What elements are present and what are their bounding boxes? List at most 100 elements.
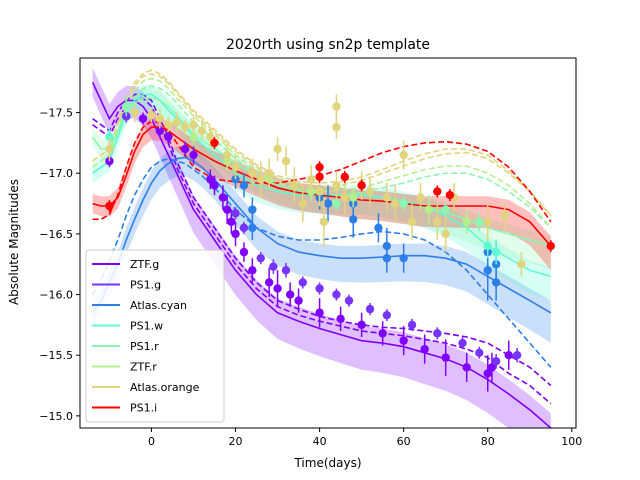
y-tick-label: −17.0 <box>39 167 73 180</box>
data-point-PS1.g-16 <box>491 357 501 366</box>
data-point-Atlas.cyan-13 <box>483 266 492 275</box>
legend-label-ZTF.r: ZTF.r <box>130 361 157 374</box>
dashed-curve-PS1.i-0 <box>92 120 552 223</box>
data-point-ZTF.g-11 <box>227 217 236 226</box>
data-point-Atlas.cyan-15 <box>491 278 501 287</box>
legend-label-PS1.g: PS1.g <box>130 279 161 292</box>
x-tick-label: 40 <box>313 435 327 448</box>
y-axis-label: Absolute Magnitudes <box>7 179 21 305</box>
fit-curve-ZTF.g <box>91 81 552 428</box>
x-tick-label: 100 <box>561 435 582 448</box>
data-point-Atlas.orange-28 <box>382 193 392 202</box>
data-point-PS1.i-7 <box>445 190 455 200</box>
data-point-Atlas.cyan-10 <box>382 253 392 263</box>
chart-title: 2020rth using sn2p template <box>226 37 430 53</box>
data-point-Atlas.cyan-2 <box>248 205 257 214</box>
data-point-Atlas.orange-6 <box>180 122 190 132</box>
data-point-ZTF.g-15 <box>264 278 274 287</box>
data-point-ZTF.g-26 <box>462 363 471 372</box>
data-point-Atlas.orange-29 <box>391 199 400 208</box>
data-point-PS1.r-3 <box>441 205 450 214</box>
data-point-Atlas.orange-14 <box>264 169 274 178</box>
data-point-PS1.g-3 <box>256 253 265 263</box>
x-tick-label: 20 <box>229 435 243 448</box>
data-point-Atlas.orange-16 <box>281 156 291 166</box>
data-point-PS1.r-2 <box>399 199 408 208</box>
data-point-ZTF.g-20 <box>336 314 345 324</box>
data-point-PS1.g-14 <box>458 338 467 348</box>
data-point-PS1.g-4 <box>269 262 278 271</box>
dashed-curve-Atlas.orange-1 <box>92 72 552 217</box>
data-point-PS1.i-3 <box>315 172 324 182</box>
data-point-ZTF.g-12 <box>231 229 240 239</box>
data-point-Atlas.orange-11 <box>231 162 240 172</box>
data-point-Atlas.orange-0 <box>105 144 114 154</box>
data-point-Atlas.orange-31 <box>407 217 417 226</box>
data-point-ZTF.g-14 <box>248 266 257 275</box>
fit-curve-PS1.w <box>92 93 552 278</box>
data-point-Atlas.orange-17 <box>290 181 299 190</box>
data-point-ZTF.g-21 <box>357 320 366 330</box>
data-point-Atlas.orange-13 <box>256 175 265 184</box>
fit-curve-PS1.i <box>92 126 552 247</box>
data-point-ZTF.g-9 <box>218 193 228 202</box>
data-point-PS1.i-4 <box>340 172 350 182</box>
data-point-PS1.w-3 <box>491 247 501 257</box>
data-point-Atlas.cyan-8 <box>374 223 383 233</box>
data-point-ZTF.g-19 <box>315 308 324 317</box>
data-point-PS1.g-2 <box>239 223 249 233</box>
y-tick-label: −16.0 <box>39 289 73 302</box>
data-point-ZTF.g-25 <box>441 353 450 362</box>
data-point-ZTF.g-2 <box>138 114 148 123</box>
data-point-ZTF.g-10 <box>222 205 232 214</box>
data-point-PS1.g-8 <box>332 290 341 299</box>
data-point-Atlas.orange-21 <box>319 217 328 226</box>
data-point-Atlas.orange-20 <box>315 187 324 196</box>
data-point-PS1.i-8 <box>546 241 555 251</box>
data-point-Atlas.orange-22 <box>332 122 341 132</box>
data-point-Atlas.orange-5 <box>172 118 181 127</box>
data-point-Atlas.orange-34 <box>441 229 450 239</box>
data-point-PS1.w-2 <box>483 241 492 251</box>
data-point-ZTF.g-3 <box>155 126 165 135</box>
data-point-ZTF.r-7 <box>462 217 471 226</box>
data-point-ZTF.g-23 <box>399 336 408 345</box>
data-point-PS1.r-4 <box>475 217 484 226</box>
data-point-PS1.g-17 <box>512 351 522 360</box>
data-point-ZTF.g-22 <box>378 329 387 338</box>
data-point-Atlas.cyan-3 <box>248 223 257 233</box>
data-point-Atlas.orange-27 <box>365 187 375 196</box>
fit-curve-Atlas.cyan <box>91 156 552 314</box>
x-tick-label: 60 <box>397 435 411 448</box>
data-point-PS1.g-12 <box>407 320 417 330</box>
data-point-Atlas.orange-25 <box>340 193 350 202</box>
data-point-ZTF.g-28 <box>487 363 497 372</box>
data-point-Atlas.cyan-5 <box>323 199 333 208</box>
x-tick-label: 80 <box>481 435 495 448</box>
data-point-PS1.i-5 <box>357 181 366 190</box>
data-point-ZTF.g-13 <box>239 247 249 257</box>
legend-label-PS1.w: PS1.w <box>130 320 163 333</box>
data-point-Atlas.orange-24 <box>332 181 341 190</box>
data-point-PS1.g-10 <box>365 304 375 314</box>
data-point-Atlas.orange-18 <box>298 199 307 208</box>
data-point-Atlas.orange-8 <box>197 126 207 135</box>
data-point-PS1.g-9 <box>344 296 354 305</box>
data-point-ZTF.r-4 <box>349 193 358 202</box>
data-point-Atlas.cyan-11 <box>399 253 408 263</box>
data-point-Atlas.orange-4 <box>164 120 173 129</box>
data-point-Atlas.orange-12 <box>248 169 257 178</box>
legend-label-Atlas.cyan: Atlas.cyan <box>130 299 187 312</box>
data-point-PS1.i-6 <box>433 187 442 196</box>
data-point-Atlas.orange-9 <box>206 132 215 142</box>
data-point-PS1.g-11 <box>382 310 392 320</box>
data-point-PS1.r-1 <box>332 199 341 208</box>
data-point-ZTF.g-5 <box>180 144 190 154</box>
y-tick-label: −16.5 <box>39 228 73 241</box>
data-point-PS1.i-0 <box>105 201 114 211</box>
data-point-Atlas.orange-10 <box>222 150 232 160</box>
data-point-ZTF.g-7 <box>206 175 215 184</box>
data-point-PS1.i-2 <box>315 162 324 172</box>
legend-label-PS1.i: PS1.i <box>130 402 157 415</box>
data-point-ZTF.r-0 <box>189 132 198 142</box>
